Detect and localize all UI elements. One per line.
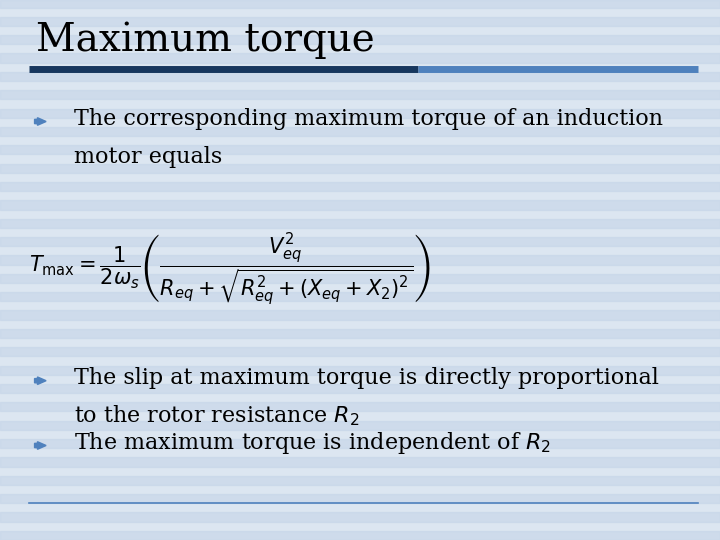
Text: to the rotor resistance $R_2$: to the rotor resistance $R_2$ [74, 403, 360, 428]
Bar [0, 366, 720, 375]
Bar [0, 292, 720, 301]
Bar [0, 72, 720, 81]
Bar [0, 90, 720, 99]
Bar [0, 421, 720, 430]
Bar [0, 182, 720, 191]
Bar [0, 347, 720, 356]
Bar [0, 109, 720, 118]
Bar [0, 127, 720, 136]
Bar [0, 255, 720, 265]
Bar [0, 439, 720, 448]
Bar [0, 457, 720, 467]
Bar [0, 53, 720, 63]
Bar [0, 219, 720, 228]
Bar [0, 384, 720, 393]
Bar [0, 164, 720, 173]
Text: $T_{\mathrm{max}} = \dfrac{1}{2\omega_s}\left(\dfrac{V_{eq}^2}{R_{eq} + \sqrt{R_: $T_{\mathrm{max}} = \dfrac{1}{2\omega_s}… [30, 232, 431, 308]
Bar [0, 274, 720, 283]
Text: The maximum torque is independent of $R_2$: The maximum torque is independent of $R_… [74, 430, 552, 456]
Bar [0, 310, 720, 320]
Bar [0, 494, 720, 503]
Text: The slip at maximum torque is directly proportional: The slip at maximum torque is directly p… [74, 367, 659, 389]
Bar [0, 531, 720, 540]
Bar [0, 329, 720, 338]
Text: The corresponding maximum torque of an induction: The corresponding maximum torque of an i… [74, 108, 663, 130]
FancyArrow shape [35, 118, 46, 125]
Bar [0, 237, 720, 246]
Bar [0, 476, 720, 485]
Bar [0, 145, 720, 154]
Text: Maximum torque: Maximum torque [36, 22, 374, 59]
Bar [0, 17, 720, 26]
FancyArrow shape [35, 442, 46, 449]
Bar [0, 0, 720, 8]
Bar [0, 402, 720, 411]
Bar [0, 512, 720, 522]
Text: motor equals: motor equals [74, 146, 222, 167]
FancyArrow shape [35, 377, 46, 384]
Bar [0, 35, 720, 44]
Bar [0, 200, 720, 210]
